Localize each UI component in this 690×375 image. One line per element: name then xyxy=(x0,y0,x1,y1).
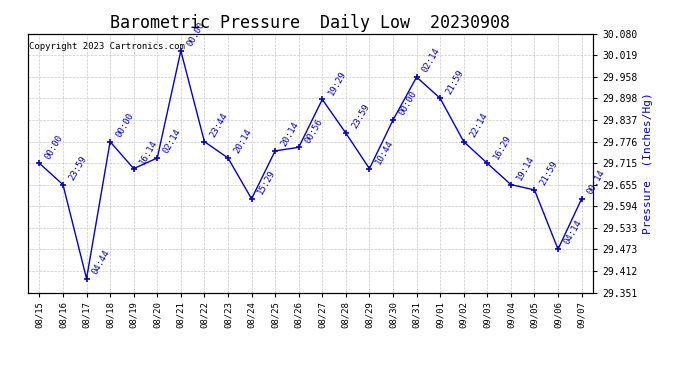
Text: 02:14: 02:14 xyxy=(421,46,442,74)
Text: 00:00: 00:00 xyxy=(397,90,418,117)
Text: 02:14: 02:14 xyxy=(161,128,183,155)
Y-axis label: Pressure  (Inches/Hg): Pressure (Inches/Hg) xyxy=(643,92,653,234)
Text: 23:59: 23:59 xyxy=(350,103,371,130)
Text: 16:14: 16:14 xyxy=(138,138,159,166)
Text: 19:14: 19:14 xyxy=(515,154,536,182)
Text: 16:29: 16:29 xyxy=(491,133,513,160)
Text: 00:00: 00:00 xyxy=(185,20,206,48)
Text: 15:29: 15:29 xyxy=(256,168,277,196)
Text: 20:14: 20:14 xyxy=(279,120,301,148)
Text: 20:14: 20:14 xyxy=(232,128,253,155)
Text: 10:44: 10:44 xyxy=(373,138,395,166)
Text: 22:14: 22:14 xyxy=(468,111,489,139)
Text: 23:44: 23:44 xyxy=(208,111,230,139)
Text: 00:56: 00:56 xyxy=(303,117,324,144)
Text: 19:29: 19:29 xyxy=(326,69,348,97)
Text: 04:14: 04:14 xyxy=(562,219,584,246)
Text: 00:14: 00:14 xyxy=(586,168,607,196)
Text: 23:59: 23:59 xyxy=(67,154,88,182)
Text: 04:44: 04:44 xyxy=(90,248,112,276)
Text: 00:00: 00:00 xyxy=(43,133,65,160)
Text: 21:59: 21:59 xyxy=(539,159,560,187)
Text: Copyright 2023 Cartronics.com: Copyright 2023 Cartronics.com xyxy=(29,42,185,51)
Title: Barometric Pressure  Daily Low  20230908: Barometric Pressure Daily Low 20230908 xyxy=(110,14,511,32)
Text: 21:59: 21:59 xyxy=(444,68,466,96)
Text: 00:00: 00:00 xyxy=(115,111,135,139)
